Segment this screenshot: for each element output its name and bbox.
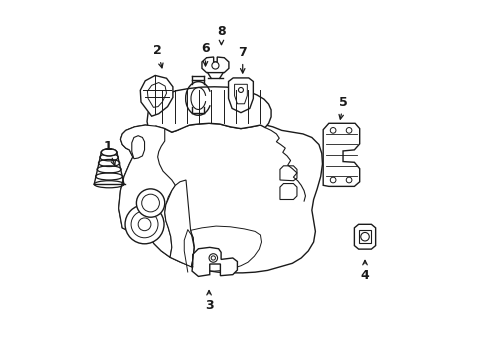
Polygon shape [190,226,261,271]
Polygon shape [202,57,228,73]
Polygon shape [147,82,166,107]
Text: 8: 8 [217,24,225,45]
Circle shape [125,205,163,244]
Polygon shape [192,247,237,276]
Circle shape [346,127,351,133]
Text: 7: 7 [238,46,246,73]
Text: 5: 5 [338,95,347,119]
Text: 4: 4 [360,260,368,282]
Ellipse shape [101,149,117,156]
Circle shape [209,254,217,262]
Circle shape [329,177,335,183]
Polygon shape [119,125,175,257]
Circle shape [211,256,215,260]
Polygon shape [140,76,173,116]
Polygon shape [164,180,194,267]
Circle shape [329,127,335,133]
Polygon shape [228,78,253,113]
Polygon shape [147,87,270,132]
Polygon shape [354,224,375,249]
Text: 6: 6 [201,42,209,66]
Polygon shape [279,166,296,181]
Circle shape [211,62,219,69]
Text: 3: 3 [204,291,213,312]
Circle shape [136,189,164,217]
Polygon shape [279,184,296,199]
Text: 2: 2 [153,44,163,68]
Circle shape [360,233,368,241]
Text: 1: 1 [103,140,115,166]
Polygon shape [132,136,144,159]
Circle shape [346,177,351,183]
Polygon shape [119,123,322,273]
Polygon shape [358,230,370,243]
Polygon shape [234,84,247,104]
Polygon shape [323,123,359,186]
